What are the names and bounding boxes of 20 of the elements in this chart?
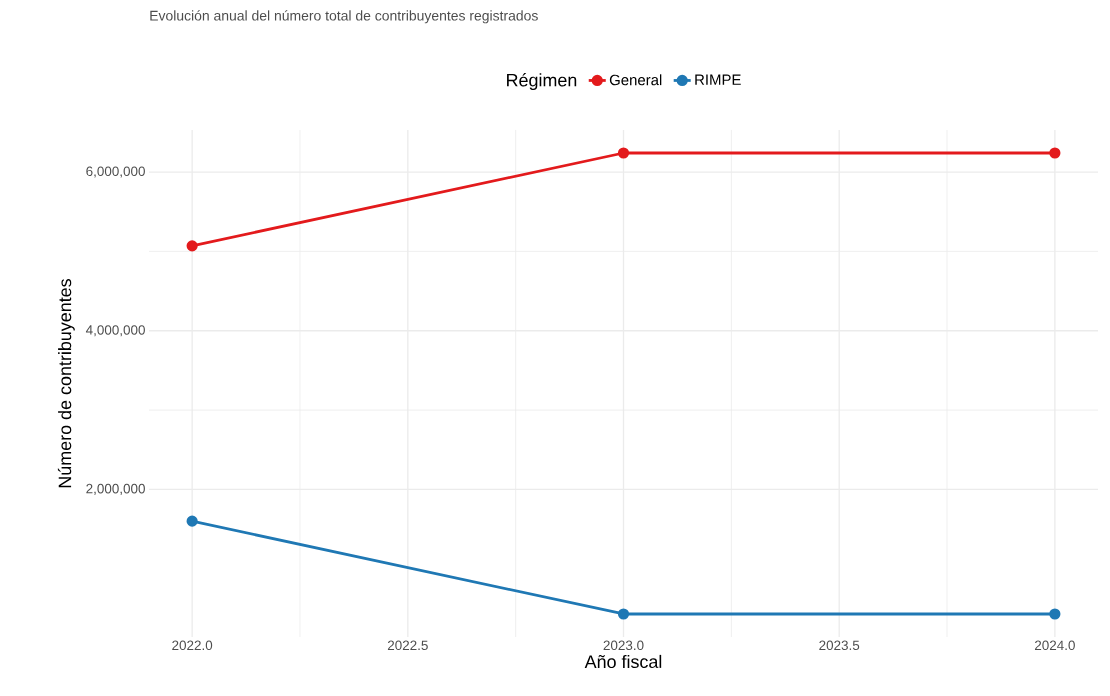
point xyxy=(1049,608,1061,620)
x-tick-label: 2023.0 xyxy=(603,640,644,651)
y-tick-label: 2,000,000 xyxy=(86,483,145,495)
x-tick-label: 2022.5 xyxy=(387,640,428,651)
point xyxy=(617,608,630,620)
point xyxy=(1049,147,1061,159)
point xyxy=(186,240,198,252)
x-tick-label: 2022.0 xyxy=(172,640,213,651)
y-axis-title: Número de contribuyentes xyxy=(57,279,75,488)
y-tick-label: 6,000,000 xyxy=(86,166,145,178)
point xyxy=(186,515,198,527)
legend-label: RIMPE xyxy=(695,74,741,85)
x-axis-title: Año fiscal xyxy=(584,654,662,669)
x-tick-label: 2024.0 xyxy=(1034,640,1075,651)
point xyxy=(617,147,630,159)
chart-title: Evolución anual del número total de contribuyentes registrados xyxy=(150,10,538,24)
x-tick-label: 2023.5 xyxy=(819,640,860,651)
legend-label: General xyxy=(609,74,662,86)
legend-title: Régimen xyxy=(507,73,577,91)
y-tick-label: 4,000,000 xyxy=(85,325,145,337)
